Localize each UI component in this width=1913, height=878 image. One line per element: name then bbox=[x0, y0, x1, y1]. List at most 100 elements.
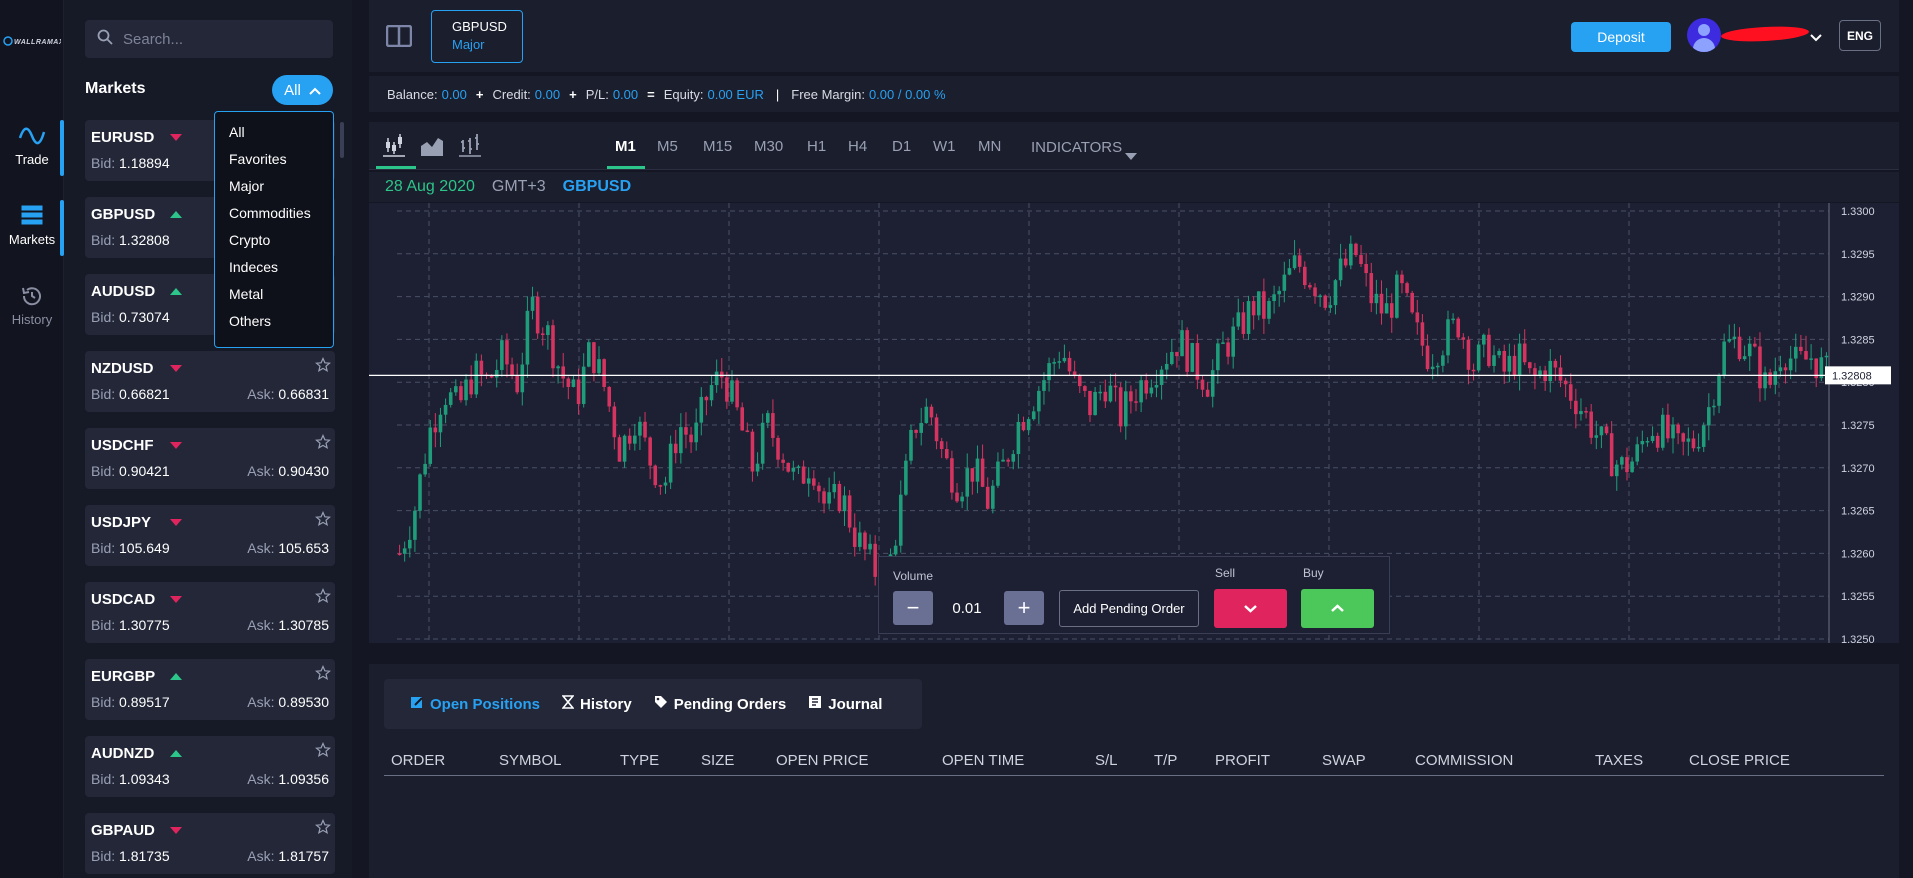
star-icon[interactable] bbox=[315, 665, 331, 681]
filter-option-indeces[interactable]: Indeces bbox=[229, 259, 279, 275]
market-symbol: USDCAD bbox=[91, 591, 156, 608]
timeframe-m5[interactable]: M5 bbox=[657, 138, 678, 155]
candle-body bbox=[1093, 391, 1097, 416]
layout-toggle-icon[interactable] bbox=[385, 24, 413, 48]
column-header[interactable]: ORDER bbox=[391, 752, 446, 769]
market-card-usdjpy[interactable]: USDJPY Bid: 105.649 Ask: 105.653 bbox=[85, 505, 335, 566]
candle-body bbox=[704, 396, 709, 401]
bid-value: 1.81735 bbox=[119, 848, 170, 864]
candle-body bbox=[1251, 301, 1256, 316]
market-card-eurgbp[interactable]: EURGBP Bid: 0.89517 Ask: 0.89530 bbox=[85, 659, 335, 720]
candlestick-icon[interactable] bbox=[381, 132, 407, 158]
timeframe-h1[interactable]: H1 bbox=[807, 138, 827, 155]
candle-body bbox=[1548, 360, 1553, 382]
buy-button[interactable] bbox=[1301, 589, 1374, 628]
candle-body bbox=[1175, 351, 1179, 357]
indicators-dropdown[interactable]: INDICATORS bbox=[1031, 139, 1123, 156]
column-header[interactable]: PROFIT bbox=[1215, 752, 1270, 769]
timeframe-d1[interactable]: D1 bbox=[892, 138, 912, 155]
candle-body bbox=[1522, 343, 1527, 363]
candle-body bbox=[1645, 440, 1650, 443]
language-selector[interactable]: ENG bbox=[1839, 20, 1881, 51]
candle-body bbox=[1425, 345, 1430, 370]
candle-body bbox=[1031, 411, 1036, 420]
volume-value[interactable]: 0.01 bbox=[952, 599, 982, 617]
column-header[interactable]: SIZE bbox=[701, 752, 735, 769]
market-card-gbpaud[interactable]: GBPAUD Bid: 1.81735 Ask: 1.81757 bbox=[85, 813, 335, 874]
star-icon[interactable] bbox=[315, 357, 331, 373]
market-card-audnzd[interactable]: AUDNZD Bid: 1.09343 Ask: 1.09356 bbox=[85, 736, 335, 797]
rail-item-markets[interactable]: Markets bbox=[0, 204, 64, 262]
market-card-nzdusd[interactable]: NZDUSD Bid: 0.66821 Ask: 0.66831 bbox=[85, 351, 335, 412]
rail-item-trade[interactable]: Trade bbox=[0, 124, 64, 182]
tab-journal[interactable]: Journal bbox=[808, 695, 882, 713]
star-icon[interactable] bbox=[315, 742, 331, 758]
timeframe-m1[interactable]: M1 bbox=[615, 138, 636, 155]
column-header[interactable]: TYPE bbox=[620, 752, 660, 769]
filter-option-major[interactable]: Major bbox=[229, 178, 265, 194]
filter-option-favorites[interactable]: Favorites bbox=[229, 151, 287, 167]
candle-body bbox=[633, 435, 637, 444]
volume-increase-button[interactable]: + bbox=[1004, 591, 1044, 625]
filter-dropdown-button[interactable]: All bbox=[272, 75, 333, 105]
tab-history[interactable]: History bbox=[561, 695, 632, 713]
rail-item-history[interactable]: History bbox=[0, 284, 64, 342]
candle-body bbox=[858, 532, 862, 547]
symbol-tab[interactable]: GBPUSD Major bbox=[431, 10, 523, 63]
column-header[interactable]: OPEN PRICE bbox=[776, 752, 869, 769]
scrollbar[interactable] bbox=[340, 122, 344, 158]
tab-label: History bbox=[580, 695, 632, 713]
add-pending-order-button[interactable]: Add Pending Order bbox=[1059, 590, 1199, 627]
candle-body bbox=[397, 553, 402, 555]
candle-body bbox=[755, 463, 760, 472]
column-header[interactable]: COMMISSION bbox=[1415, 752, 1514, 769]
star-icon[interactable] bbox=[315, 511, 331, 527]
timeframe-h4[interactable]: H4 bbox=[848, 138, 868, 155]
timeframe-w1[interactable]: W1 bbox=[933, 138, 956, 155]
bars-icon[interactable] bbox=[457, 132, 483, 158]
search-box[interactable] bbox=[85, 20, 333, 58]
avatar[interactable] bbox=[1687, 18, 1721, 52]
candle-body bbox=[1164, 363, 1169, 370]
chevron-down-icon[interactable] bbox=[1809, 30, 1823, 42]
column-header[interactable]: SWAP bbox=[1322, 752, 1366, 769]
candle-body bbox=[489, 375, 494, 378]
filter-option-commodities[interactable]: Commodities bbox=[229, 205, 311, 221]
search-input[interactable] bbox=[123, 30, 323, 48]
filter-option-metal[interactable]: Metal bbox=[229, 286, 264, 302]
star-icon[interactable] bbox=[315, 819, 331, 835]
column-header[interactable]: TAXES bbox=[1595, 752, 1644, 769]
column-header[interactable]: SYMBOL bbox=[499, 752, 562, 769]
area-icon[interactable] bbox=[419, 132, 445, 158]
separator: | bbox=[775, 86, 780, 102]
star-icon[interactable] bbox=[315, 434, 331, 450]
candlestick-chart[interactable]: 1.33001.32951.32901.32851.32801.32751.32… bbox=[369, 203, 1899, 643]
column-header[interactable]: OPEN TIME bbox=[942, 752, 1025, 769]
star-icon[interactable] bbox=[315, 588, 331, 604]
column-header[interactable]: T/P bbox=[1154, 752, 1178, 769]
filter-option-all[interactable]: All bbox=[229, 124, 245, 140]
deposit-button[interactable]: Deposit bbox=[1571, 22, 1671, 52]
candle-body bbox=[668, 443, 673, 483]
filter-option-others[interactable]: Others bbox=[229, 313, 272, 329]
ask-label: Ask: bbox=[247, 694, 275, 710]
tab-open-positions[interactable]: Open Positions bbox=[410, 695, 540, 713]
column-header[interactable]: S/L bbox=[1095, 752, 1118, 769]
filter-option-crypto[interactable]: Crypto bbox=[229, 232, 271, 248]
svg-text:WALLRAMAX: WALLRAMAX bbox=[14, 39, 61, 46]
timeframe-mn[interactable]: MN bbox=[978, 138, 1002, 155]
candle-body bbox=[1676, 424, 1680, 434]
timeframe-m30[interactable]: M30 bbox=[754, 138, 784, 155]
bid-label: Bid: bbox=[91, 540, 116, 556]
candle-body bbox=[1088, 390, 1092, 416]
column-header[interactable]: CLOSE PRICE bbox=[1689, 752, 1790, 769]
market-symbol: NZDUSD bbox=[91, 360, 154, 377]
market-card-usdcad[interactable]: USDCAD Bid: 1.30775 Ask: 1.30785 bbox=[85, 582, 335, 643]
market-card-usdchf[interactable]: USDCHF Bid: 0.90421 Ask: 0.90430 bbox=[85, 428, 335, 489]
sell-button[interactable] bbox=[1214, 589, 1287, 628]
volume-decrease-button[interactable]: − bbox=[893, 591, 933, 625]
candle-body bbox=[1584, 411, 1588, 413]
tab-pending-orders[interactable]: Pending Orders bbox=[654, 695, 786, 713]
timeframe-m15[interactable]: M15 bbox=[703, 138, 733, 155]
y-tick-label: 1.3255 bbox=[1841, 591, 1875, 603]
